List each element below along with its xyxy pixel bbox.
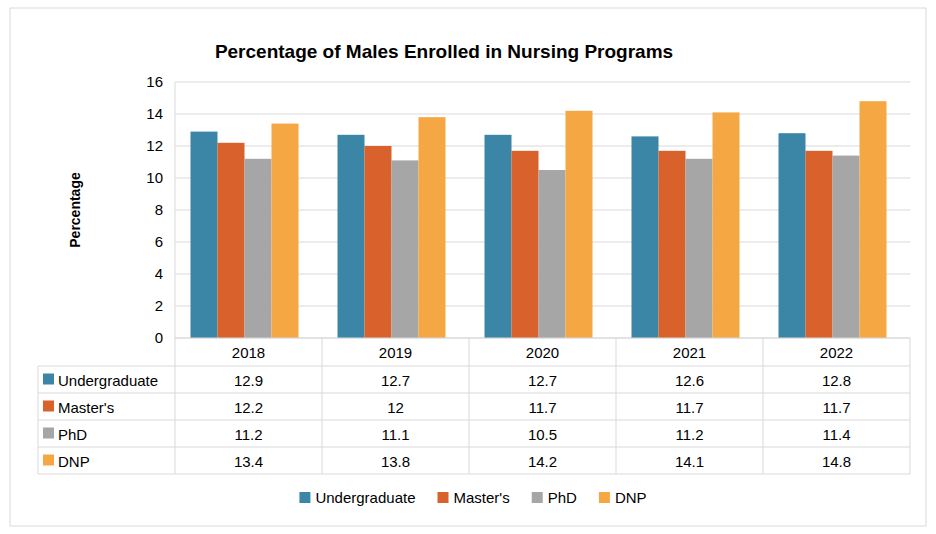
table-line — [38, 366, 910, 367]
bar — [566, 111, 593, 338]
legend-label: Undergraduate — [315, 489, 415, 506]
x-tick-label: 2018 — [232, 344, 265, 361]
x-tick-label: 2021 — [673, 344, 706, 361]
bar — [365, 146, 392, 338]
table-value: 12.8 — [822, 372, 851, 389]
title: Percentage of Males Enrolled in Nursing … — [215, 41, 673, 62]
table-line — [763, 338, 764, 474]
table-value: 12.7 — [381, 372, 410, 389]
grid-line — [175, 338, 910, 339]
y-tick-label: 4 — [155, 265, 163, 282]
bar — [392, 160, 419, 338]
table-value: 10.5 — [528, 426, 557, 443]
table-key — [43, 374, 54, 385]
bar — [338, 135, 365, 338]
x-tick-label: 2019 — [379, 344, 412, 361]
table-value: 12 — [387, 399, 404, 416]
table-value: 12.9 — [234, 372, 263, 389]
bar — [485, 135, 512, 338]
bar — [512, 151, 539, 338]
grid-line — [175, 114, 910, 115]
table-line — [38, 420, 910, 421]
table-value: 11.7 — [822, 399, 850, 416]
legend-label: PhD — [548, 489, 577, 506]
chart: Percentage of Males Enrolled in Nursing … — [0, 0, 936, 534]
y-tick-label: 16 — [146, 73, 163, 90]
bar — [806, 151, 833, 338]
table-line — [910, 338, 911, 474]
table-value: 13.4 — [234, 453, 263, 470]
table-line — [38, 366, 39, 474]
table-value: 14.1 — [675, 453, 704, 470]
bar — [245, 159, 272, 338]
bar — [860, 101, 887, 338]
x-tick-label: 2022 — [820, 344, 853, 361]
y-tick-label: 2 — [155, 297, 163, 314]
bar — [539, 170, 566, 338]
bar — [779, 133, 806, 338]
legend-label: DNP — [615, 489, 647, 506]
grid-line — [175, 82, 910, 83]
table-value: 12.7 — [528, 372, 557, 389]
table-value: 14.8 — [822, 453, 851, 470]
y-tick-label: 10 — [146, 169, 163, 186]
table-value: 12.6 — [675, 372, 704, 389]
y-axis-label: Percentage — [67, 172, 83, 248]
table-line — [175, 338, 176, 474]
bar — [632, 136, 659, 338]
table-line — [469, 338, 470, 474]
bar — [659, 151, 686, 338]
bar — [191, 132, 218, 338]
table-series-name: PhD — [58, 426, 87, 443]
table-value: 11.7 — [675, 399, 703, 416]
table-series-name: Master's — [58, 399, 114, 416]
table-value: 11.2 — [234, 426, 262, 443]
table-series-name: DNP — [58, 453, 90, 470]
table-value: 11.2 — [675, 426, 703, 443]
table-line — [38, 393, 910, 394]
table-series-name: Undergraduate — [58, 372, 158, 389]
chart-frame — [10, 8, 926, 526]
table-value: 11.4 — [822, 426, 850, 443]
x-tick-label: 2020 — [526, 344, 559, 361]
y-tick-label: 12 — [146, 137, 163, 154]
table-value: 11.1 — [381, 426, 409, 443]
legend-key — [438, 492, 449, 503]
table-line — [175, 338, 910, 339]
table-key — [43, 455, 54, 466]
table-key — [43, 401, 54, 412]
bar — [218, 143, 245, 338]
table-value: 14.2 — [528, 453, 557, 470]
bar — [272, 124, 299, 338]
table-value: 13.8 — [381, 453, 410, 470]
bar — [713, 112, 740, 338]
bars — [191, 101, 887, 338]
table-value: 12.2 — [234, 399, 263, 416]
legend-key — [299, 492, 310, 503]
table-value: 11.7 — [528, 399, 556, 416]
y-axis-line — [175, 82, 176, 338]
bar — [833, 156, 860, 338]
table-line — [38, 474, 910, 475]
y-tick-label: 6 — [155, 233, 163, 250]
table-line — [322, 338, 323, 474]
y-tick-label: 0 — [155, 329, 163, 346]
y-tick-label: 8 — [155, 201, 163, 218]
bar — [419, 117, 446, 338]
legend-key — [599, 492, 610, 503]
legend-key — [532, 492, 543, 503]
table-line — [616, 338, 617, 474]
legend-label: Master's — [454, 489, 510, 506]
table-line — [38, 447, 910, 448]
y-tick-label: 14 — [146, 105, 163, 122]
bar — [686, 159, 713, 338]
table-key — [43, 428, 54, 439]
legend: Undergraduate Master's PhD DNP — [299, 489, 646, 506]
